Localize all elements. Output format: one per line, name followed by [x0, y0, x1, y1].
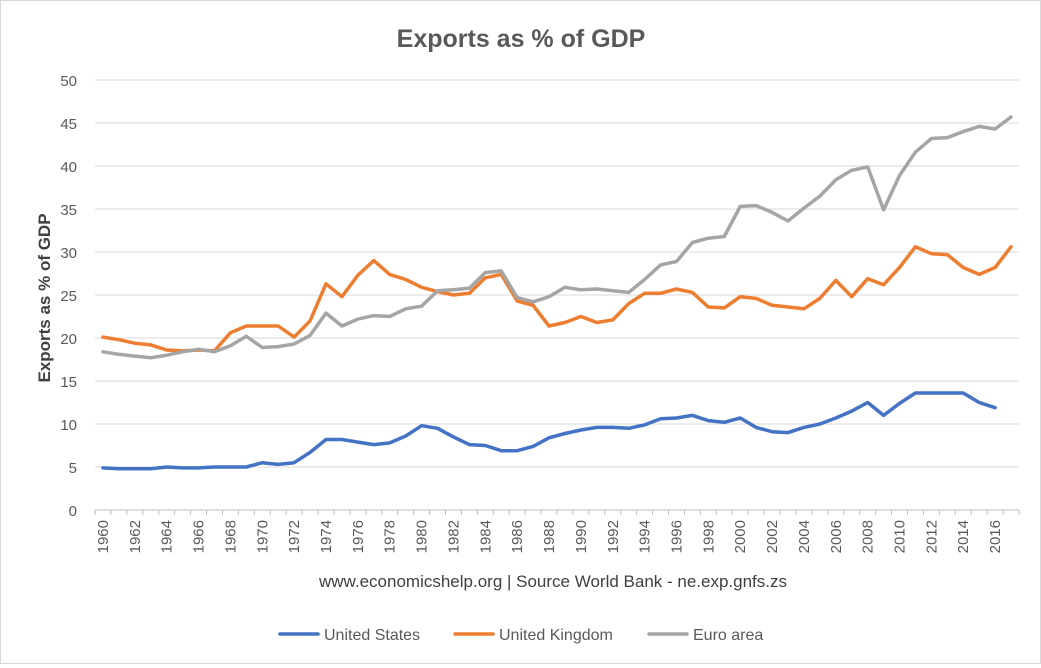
x-tick-label: 2012 [923, 520, 940, 553]
x-axis-title: www.economicshelp.org | Source World Ban… [318, 572, 787, 591]
x-tick-label: 2004 [796, 520, 813, 553]
x-tick-label: 1998 [700, 520, 717, 553]
x-tick-label: 1972 [286, 520, 303, 553]
y-tick-label: 40 [60, 159, 77, 176]
x-tick-label: 1978 [382, 520, 399, 553]
x-tick-label: 1982 [445, 520, 462, 553]
y-tick-label: 5 [69, 460, 77, 477]
y-tick-label: 25 [60, 288, 77, 305]
x-tick-label: 2016 [987, 520, 1004, 553]
x-tick-label: 1966 [191, 520, 208, 553]
axes: 0 5 10 15 20 25 30 35 40 45 50 1960 1962 1964 1966 1968… [60, 73, 1020, 553]
series-lines [101, 115, 1013, 471]
x-tick-label: 1974 [318, 520, 335, 553]
x-tick-label: 2000 [732, 520, 749, 553]
y-tick-label: 10 [60, 417, 77, 434]
y-tick-label: 35 [60, 202, 77, 219]
x-tick-label: 1994 [637, 520, 654, 553]
x-tick-label: 2002 [764, 520, 781, 553]
x-tick-label: 1968 [222, 520, 239, 553]
x-tick-label: 1962 [127, 520, 144, 553]
y-tick-label: 30 [60, 245, 77, 262]
legend-label-united-kingdom: United Kingdom [499, 627, 613, 644]
x-tick-label: 1988 [541, 520, 558, 553]
x-tick-label: 2006 [828, 520, 845, 553]
x-tick-label: 1996 [668, 520, 685, 553]
chart-title: Exports as % of GDP [397, 25, 646, 53]
gridlines [95, 79, 1019, 468]
x-tick-label: 1960 [95, 520, 112, 553]
y-tick-label: 15 [60, 374, 77, 391]
y-tick-label: 0 [69, 503, 77, 520]
legend: United States United Kingdom Euro area [278, 627, 763, 644]
series-line-euro-area [101, 115, 1013, 360]
x-tick-label: 1970 [254, 520, 271, 553]
x-tick-label: 1980 [414, 520, 431, 553]
y-axis-title: Exports as % of GDP [35, 213, 54, 382]
legend-label-united-states: United States [324, 627, 420, 644]
x-tick-label: 1984 [477, 520, 494, 553]
x-tick-label: 2010 [892, 520, 909, 553]
series-line-united-states [101, 391, 997, 471]
y-tick-label: 20 [60, 331, 77, 348]
x-tick-label: 1964 [159, 520, 176, 553]
x-tick-label: 1992 [605, 520, 622, 553]
x-tick-label: 1990 [573, 520, 590, 553]
legend-label-euro-area: Euro area [693, 627, 763, 644]
y-tick-label: 50 [60, 73, 77, 90]
x-tick-label: 2008 [860, 520, 877, 553]
y-tick-label: 45 [60, 116, 77, 133]
x-tick-label: 1976 [350, 520, 367, 553]
x-tick-label: 2014 [955, 520, 972, 553]
x-tick-label: 1986 [509, 520, 526, 553]
series-line-united-kingdom [101, 245, 1013, 353]
